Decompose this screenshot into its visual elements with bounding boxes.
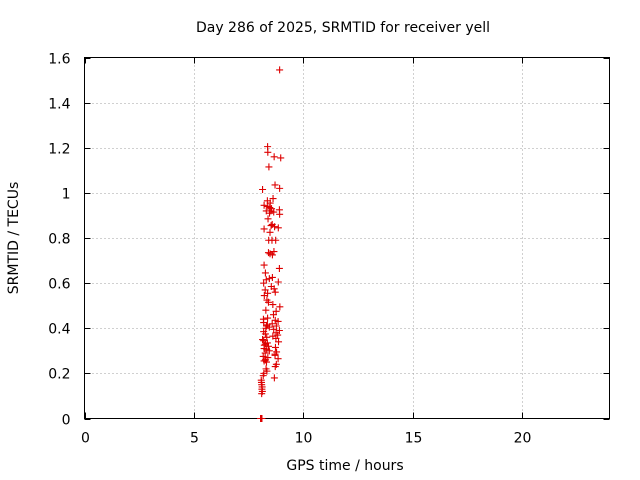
y-axis-label: SRMTID / TECUs	[6, 182, 22, 295]
x-tick-label: 10	[295, 431, 313, 447]
data-point	[260, 292, 268, 300]
data-point	[269, 195, 277, 203]
data-point	[271, 363, 279, 371]
data-point	[265, 323, 273, 331]
data-point	[274, 331, 282, 339]
data-point	[265, 347, 273, 355]
data-point	[262, 306, 270, 314]
data-point	[271, 351, 279, 359]
data-point	[260, 337, 268, 345]
data-point	[265, 236, 273, 244]
data-point	[270, 374, 278, 382]
data-point	[265, 275, 273, 283]
x-tick-labels: 0 5 10 15 20	[81, 431, 531, 447]
data-point	[270, 248, 278, 256]
data-point	[268, 251, 276, 259]
y-tick-label: 0.2	[48, 367, 70, 383]
y-tick-label: 0.4	[48, 322, 70, 338]
data-point	[274, 355, 282, 363]
data-point	[275, 338, 283, 346]
data-point	[274, 317, 282, 325]
data-point	[259, 336, 267, 344]
x-tick-label: 20	[514, 431, 532, 447]
data-point	[271, 343, 279, 351]
plot-frame	[84, 57, 610, 419]
chart-title: Day 286 of 2025, SRMTID for receiver yel…	[196, 20, 490, 36]
data-point	[260, 201, 268, 209]
data-point	[270, 285, 278, 293]
data-point	[267, 222, 275, 230]
axis-ticks	[84, 57, 610, 420]
y-tick-label: 1.4	[48, 97, 70, 113]
data-point	[265, 163, 273, 171]
data-point	[271, 223, 279, 231]
data-point	[258, 390, 266, 398]
data-point	[266, 209, 274, 217]
x-axis-label: GPS time / hours	[286, 458, 403, 474]
data-point	[264, 298, 272, 306]
data-point	[276, 184, 284, 192]
data-point	[269, 301, 277, 309]
data-point	[263, 358, 270, 366]
data-point	[258, 415, 266, 422]
data-point	[271, 181, 279, 189]
data-point	[260, 225, 268, 233]
data-point	[271, 288, 279, 296]
y-tick-label: 0.8	[48, 232, 70, 248]
data-point	[266, 228, 274, 236]
data-point	[264, 314, 272, 322]
data-point	[276, 210, 284, 218]
data-point	[264, 249, 272, 257]
data-point	[264, 215, 272, 223]
data-point	[261, 269, 269, 277]
data-point	[272, 236, 280, 244]
data-point	[276, 66, 284, 74]
data-point	[274, 278, 282, 286]
data-point	[268, 273, 276, 281]
y-tick-label: 0	[62, 413, 71, 429]
data-point	[260, 279, 268, 287]
data-point	[270, 153, 278, 161]
data-point	[275, 264, 283, 272]
y-tick-label: 0.6	[48, 277, 70, 293]
x-tick-label: 0	[81, 431, 90, 447]
data-point	[263, 333, 271, 341]
data-point	[260, 261, 268, 269]
data-point	[264, 148, 272, 156]
data-point	[259, 372, 267, 380]
data-point	[274, 224, 282, 232]
data-point	[276, 303, 284, 311]
data-points	[257, 66, 285, 422]
data-point	[259, 185, 267, 193]
data-point	[270, 311, 277, 319]
data-point	[277, 154, 285, 162]
y-tick-label: 1	[62, 187, 71, 203]
y-tick-labels: 0 0.2 0.4 0.6 0.8 1 1.2 1.4 1.6	[48, 52, 70, 429]
data-point	[264, 342, 272, 350]
data-point	[261, 330, 269, 338]
data-point	[270, 208, 278, 216]
y-tick-label: 1.2	[48, 142, 70, 158]
y-tick-label: 1.6	[48, 52, 70, 68]
x-tick-label: 5	[190, 431, 199, 447]
grid-lines	[84, 57, 610, 419]
x-tick-label: 15	[405, 431, 423, 447]
